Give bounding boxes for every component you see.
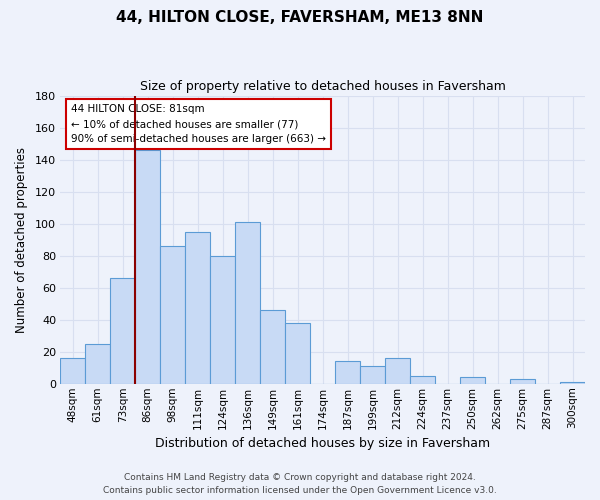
Y-axis label: Number of detached properties: Number of detached properties bbox=[15, 146, 28, 332]
Bar bbox=[510, 379, 535, 384]
Bar bbox=[210, 256, 235, 384]
X-axis label: Distribution of detached houses by size in Faversham: Distribution of detached houses by size … bbox=[155, 437, 490, 450]
Text: Contains HM Land Registry data © Crown copyright and database right 2024.
Contai: Contains HM Land Registry data © Crown c… bbox=[103, 474, 497, 495]
Text: 44, HILTON CLOSE, FAVERSHAM, ME13 8NN: 44, HILTON CLOSE, FAVERSHAM, ME13 8NN bbox=[116, 10, 484, 25]
Bar bbox=[285, 323, 310, 384]
Bar bbox=[60, 358, 85, 384]
Bar bbox=[185, 232, 210, 384]
Bar bbox=[335, 362, 360, 384]
Bar bbox=[235, 222, 260, 384]
Bar bbox=[360, 366, 385, 384]
Title: Size of property relative to detached houses in Faversham: Size of property relative to detached ho… bbox=[140, 80, 506, 93]
Bar bbox=[460, 378, 485, 384]
Bar bbox=[410, 376, 435, 384]
Bar bbox=[160, 246, 185, 384]
Bar bbox=[135, 150, 160, 384]
Bar bbox=[385, 358, 410, 384]
Bar bbox=[260, 310, 285, 384]
Bar bbox=[85, 344, 110, 384]
Bar bbox=[110, 278, 135, 384]
Bar bbox=[560, 382, 585, 384]
Text: 44 HILTON CLOSE: 81sqm
← 10% of detached houses are smaller (77)
90% of semi-det: 44 HILTON CLOSE: 81sqm ← 10% of detached… bbox=[71, 104, 326, 144]
